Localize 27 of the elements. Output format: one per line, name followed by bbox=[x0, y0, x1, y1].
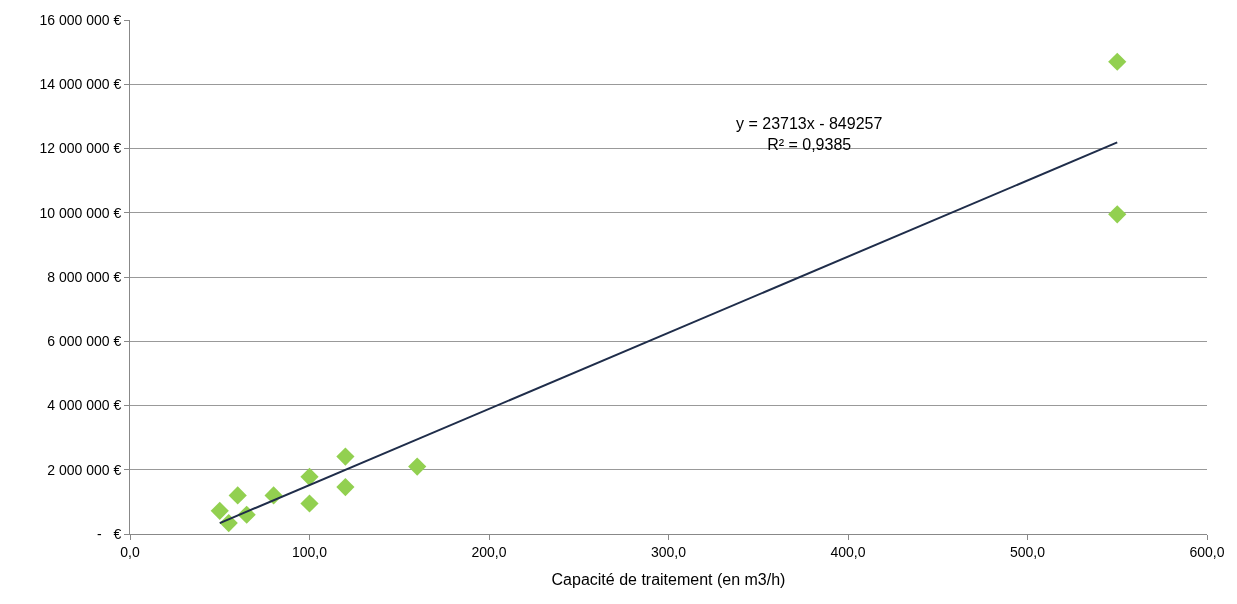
y-tick-label: 6 000 000 € bbox=[47, 333, 122, 350]
y-tick-label: 8 000 000 € bbox=[47, 268, 122, 285]
point bbox=[300, 467, 319, 486]
point bbox=[228, 486, 247, 505]
y-tick-label: 16 000 000 € bbox=[39, 11, 122, 28]
y-tick-label: 4 000 000 € bbox=[47, 397, 122, 414]
x-tick-label: 200,0 bbox=[471, 543, 507, 560]
point bbox=[408, 457, 427, 476]
y-tick-label: 12 000 000 € bbox=[39, 140, 122, 157]
point bbox=[300, 494, 319, 513]
x-tick-label: 0,0 bbox=[120, 543, 140, 560]
x-tick-label: 300,0 bbox=[650, 543, 687, 560]
annotation: y = 23713x - 849257 R² = 0,9385 bbox=[736, 115, 883, 153]
point bbox=[336, 447, 355, 466]
point bbox=[210, 501, 229, 520]
y-tick-label: 14 000 000 € bbox=[39, 76, 122, 93]
x-tick-label: 100,0 bbox=[291, 543, 328, 560]
x-tick-label: 600,0 bbox=[1189, 543, 1225, 560]
y-tick-label: 2 000 000 € bbox=[47, 461, 122, 478]
y-tick-label: 10 000 000 € bbox=[39, 204, 122, 221]
x-axis-title: Capacité de traitement (en m3/h) bbox=[551, 571, 786, 589]
point bbox=[336, 478, 355, 497]
point bbox=[1108, 52, 1127, 71]
y-tick-label: - € bbox=[97, 525, 122, 542]
x-tick-label: 500,0 bbox=[1009, 543, 1046, 560]
point bbox=[1108, 205, 1127, 224]
x-tick-label: 400,0 bbox=[830, 543, 866, 560]
